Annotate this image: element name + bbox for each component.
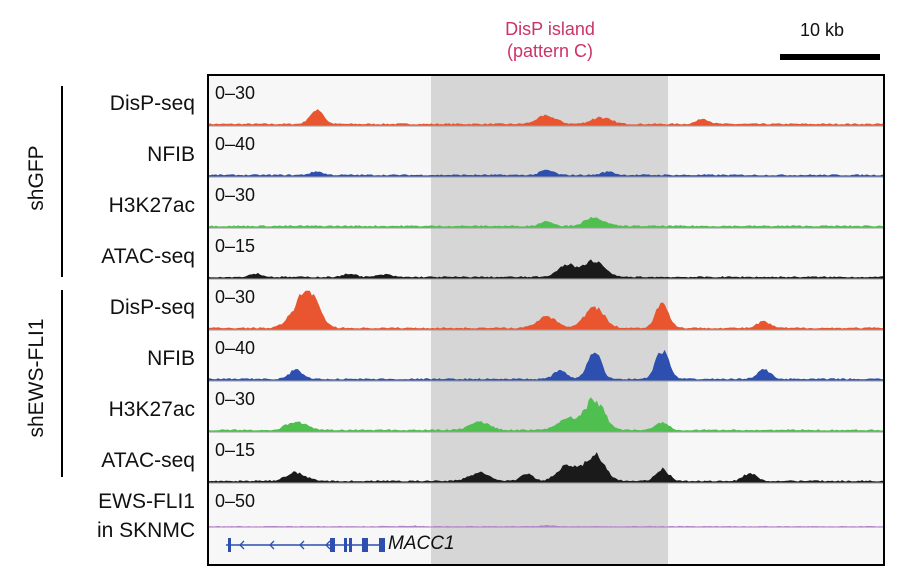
strand-arrow <box>299 540 305 550</box>
strand-arrow <box>269 540 275 550</box>
track-label: DisP-seq <box>109 92 195 115</box>
gene-exon <box>349 538 352 552</box>
track-label: DisP-seq <box>109 296 195 319</box>
scale-bar <box>780 54 880 60</box>
panel-border <box>207 74 885 566</box>
track-range-label: 0–15 <box>215 236 256 256</box>
track-range-label: 0–30 <box>215 185 256 205</box>
gene-exon <box>362 538 368 552</box>
track-range-label: 0–50 <box>215 491 256 511</box>
gene-exon <box>228 538 231 552</box>
signal-track-0 <box>207 109 885 126</box>
scale-bar-label: 10 kb <box>800 20 845 40</box>
gene-exon <box>379 538 385 552</box>
track-label: ATAC-seq <box>101 449 195 472</box>
track-label: NFIB <box>147 143 195 166</box>
track-range-label: 0–30 <box>215 287 256 307</box>
gene-name: MACC1 <box>388 533 455 554</box>
signal-track-5 <box>207 349 885 381</box>
track-label: EWS-FLI1 in SKNMC <box>96 490 195 542</box>
track-range-label: 0–40 <box>215 338 256 358</box>
track-range-label: 0–30 <box>215 389 256 409</box>
gene-exon <box>330 538 335 552</box>
strand-arrow <box>239 540 245 550</box>
track-label: H3K27ac <box>108 194 195 217</box>
island-title: DisP island (pattern C) <box>505 19 595 61</box>
track-range-label: 0–40 <box>215 134 256 154</box>
track-label: H3K27ac <box>108 398 195 421</box>
strand-arrow <box>325 540 331 550</box>
gene-exon <box>344 538 347 552</box>
track-label: NFIB <box>147 347 195 370</box>
group-label-shews-fli1: shEWS-FLI1 <box>25 318 48 438</box>
track-range-label: 0–30 <box>215 83 256 103</box>
signal-track-2 <box>207 216 885 228</box>
track-label: ATAC-seq <box>101 245 195 268</box>
signal-track-4 <box>207 290 885 330</box>
track-range-label: 0–15 <box>215 440 256 460</box>
